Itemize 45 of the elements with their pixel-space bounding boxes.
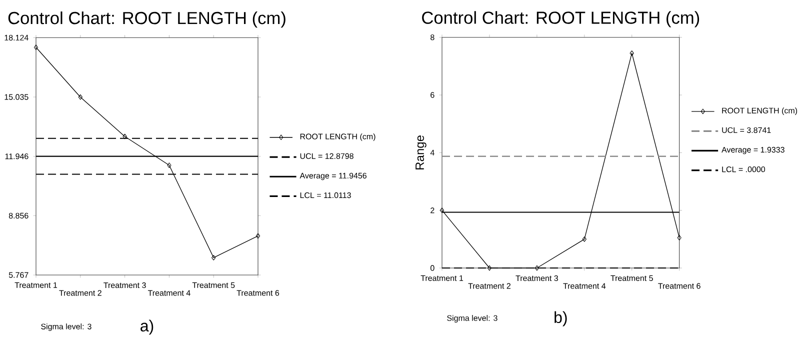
x-tick-label: Treatment 4	[563, 283, 606, 289]
x-tick-label: Treatment 1	[14, 282, 58, 288]
point	[630, 50, 634, 56]
x-tick-label: Treatment 5	[192, 282, 235, 288]
text: a)	[140, 320, 154, 335]
x-tick-label: Treatment 3	[104, 282, 146, 288]
x-tick-label: Treatment 5	[610, 275, 653, 281]
y-tick-label: 6	[430, 92, 434, 98]
x-tick-label: Treatment 6	[658, 283, 700, 289]
x-tick-label: Treatment 4	[148, 290, 190, 296]
legend-label: ROOT LENGTH (cm)	[722, 108, 798, 115]
y-tick-label: 4	[430, 150, 434, 156]
text: Sigma level: 3	[447, 315, 498, 322]
point	[122, 134, 127, 140]
point	[167, 162, 172, 168]
y-tick-label: 8.856	[8, 212, 28, 219]
y-tick-label: 11.946	[5, 153, 28, 160]
legend-label: ROOT LENGTH (cm)	[300, 133, 376, 141]
x-tick-label: Treatment 1	[420, 275, 464, 281]
legend-label: Average = 11.9456	[300, 172, 366, 180]
x-tick-label: Treatment 2	[59, 290, 102, 296]
point	[487, 265, 492, 271]
x-tick-label: Treatment 3	[516, 275, 558, 282]
legend-label: UCL = 3.8741	[722, 127, 771, 133]
y-tick-label: 2	[430, 208, 434, 214]
y-tick-label: 15.035	[4, 94, 28, 100]
point	[534, 265, 540, 271]
legend-label: Average = 1.9333	[722, 146, 784, 154]
point	[78, 94, 82, 100]
x-tick-label: Treatment 2	[468, 283, 510, 289]
y-tick-label: 8	[430, 34, 434, 40]
text: b)	[554, 311, 567, 326]
x-tick-label: Treatment 6	[236, 290, 280, 296]
legend-label: LCL = .0000	[722, 166, 766, 172]
y-axis-title: Range	[416, 136, 426, 170]
chart-title: Control Chart: ROOT LENGTH (cm)	[8, 11, 286, 28]
text: Sigma level: 3	[41, 323, 92, 331]
y-tick-label: 18.124	[4, 34, 28, 41]
chart-title: Control Chart: ROOT LENGTH (cm)	[422, 11, 700, 28]
y-tick-label: 0	[430, 265, 434, 271]
legend-label: LCL = 11.0113	[300, 192, 351, 198]
y-tick-label: 5.767	[8, 272, 28, 278]
legend-label: UCL = 12.8798	[300, 153, 354, 159]
point	[212, 254, 216, 260]
point	[582, 236, 586, 242]
